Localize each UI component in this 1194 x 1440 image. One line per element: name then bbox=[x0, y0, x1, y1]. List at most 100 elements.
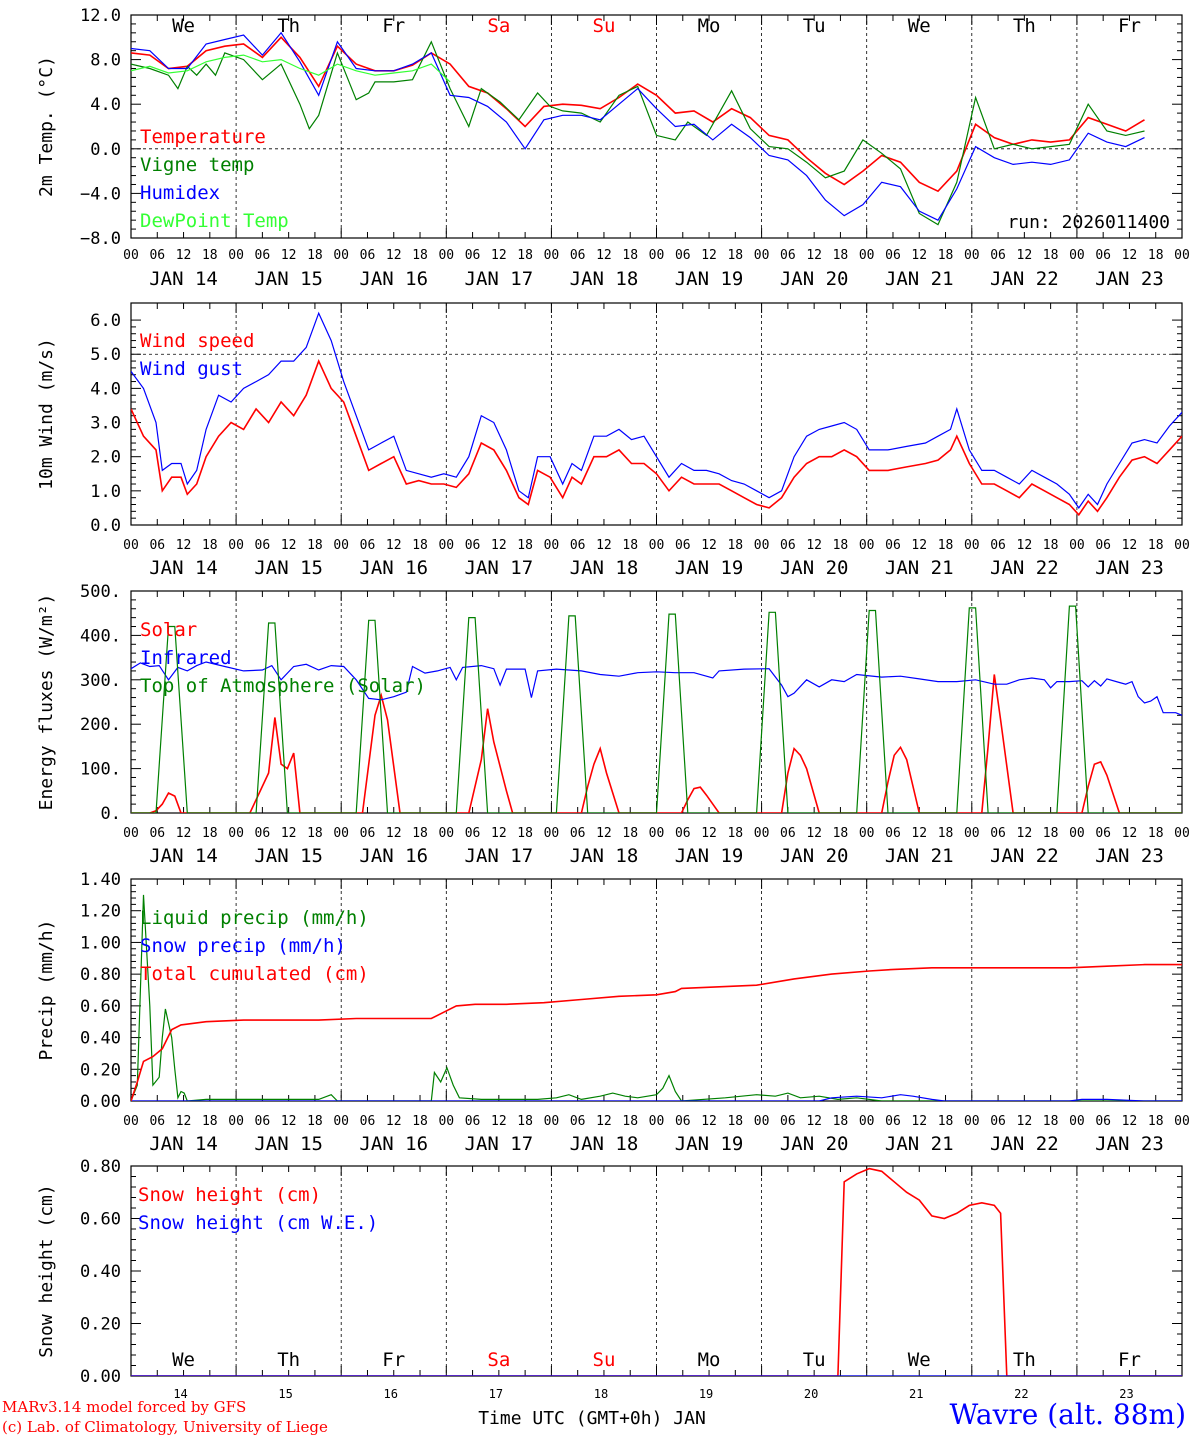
panel-snow: 0.00 0.20 0.40 0.60 0.80 Snow height (cm) We Th… bbox=[36, 1157, 1183, 1429]
y-tick-label: 0.60 bbox=[80, 1210, 121, 1230]
y-tick-label: 1.0 bbox=[90, 482, 121, 502]
hour-label: 18 bbox=[412, 826, 428, 841]
hour-label: 00 bbox=[649, 538, 665, 553]
weekday-label: Su bbox=[593, 1349, 616, 1371]
weekday-label: Sa bbox=[487, 1349, 510, 1371]
hour-label: 18 bbox=[1043, 248, 1059, 263]
date-label: JAN 18 bbox=[570, 557, 639, 579]
series-line-vigne-temp bbox=[131, 40, 1145, 226]
legend-entry: Top of Atmosphere (Solar) bbox=[140, 675, 426, 697]
hour-label: 18 bbox=[727, 538, 743, 553]
date-label: JAN 14 bbox=[149, 557, 218, 579]
y-tick-label: 0.40 bbox=[80, 1262, 121, 1282]
hour-label: 12 bbox=[911, 826, 927, 841]
hour-label: 12 bbox=[911, 248, 927, 263]
hour-label: 06 bbox=[570, 1114, 586, 1129]
hour-label: 12 bbox=[386, 538, 402, 553]
hour-label: 18 bbox=[1148, 826, 1164, 841]
plot-frame bbox=[130, 14, 1183, 239]
hour-label: 00 bbox=[333, 248, 349, 263]
hour-label: 00 bbox=[544, 826, 560, 841]
hour-label: 06 bbox=[990, 826, 1006, 841]
date-label: JAN 15 bbox=[254, 1133, 323, 1155]
hour-label: 12 bbox=[491, 826, 507, 841]
hour-label: 06 bbox=[885, 538, 901, 553]
hour-label: 00 bbox=[438, 1114, 454, 1129]
hour-label: 06 bbox=[780, 538, 796, 553]
hour-label: 06 bbox=[885, 1114, 901, 1129]
hour-label: 12 bbox=[1017, 538, 1033, 553]
hour-label: 12 bbox=[491, 538, 507, 553]
legend-entry: Snow height (cm W.E.) bbox=[138, 1212, 378, 1234]
y-axis-title: Precip (mm/h) bbox=[36, 920, 57, 1061]
panel-temperature: −8.0 −4.0 0.0 4.0 8.0 12.0 2m Temp. (°C) 00 06 12… bbox=[36, 6, 1190, 290]
series-line-wind-speed bbox=[131, 358, 1182, 517]
y-tick-label: 300. bbox=[80, 671, 121, 691]
y-tick-label: 3.0 bbox=[90, 414, 121, 434]
hour-label: 12 bbox=[1122, 248, 1138, 263]
hour-label: 00 bbox=[754, 826, 770, 841]
y-tick-label: 0.80 bbox=[80, 965, 121, 985]
date-label: JAN 18 bbox=[570, 268, 639, 290]
hour-label: 06 bbox=[255, 826, 271, 841]
date-label: JAN 17 bbox=[465, 557, 534, 579]
weekday-label: We bbox=[908, 15, 931, 37]
hour-label: 06 bbox=[780, 1114, 796, 1129]
series-group bbox=[131, 894, 1182, 1101]
y-tick-label: 6.0 bbox=[90, 311, 121, 331]
hour-label: 18 bbox=[517, 1114, 533, 1129]
hour-label: 12 bbox=[176, 538, 192, 553]
hour-label: 12 bbox=[701, 538, 717, 553]
hour-label: 18 bbox=[833, 248, 849, 263]
legend-entry: Wind speed bbox=[140, 330, 254, 352]
hour-label: 12 bbox=[596, 826, 612, 841]
hour-label: 12 bbox=[806, 538, 822, 553]
y-tick-label: 200. bbox=[80, 715, 121, 735]
hour-label: 06 bbox=[1095, 248, 1111, 263]
hour-label: 12 bbox=[176, 248, 192, 263]
day-number-label: 21 bbox=[909, 1387, 923, 1401]
hour-label: 06 bbox=[1095, 826, 1111, 841]
y-tick-label: 4.0 bbox=[90, 95, 121, 115]
legend-entry: Humidex bbox=[140, 182, 220, 204]
hour-label: 12 bbox=[1122, 1114, 1138, 1129]
y-tick-label: 1.40 bbox=[80, 870, 121, 890]
hour-label: 06 bbox=[360, 1114, 376, 1129]
hour-label: 06 bbox=[675, 248, 691, 263]
legend-entry: Wind gust bbox=[140, 358, 243, 380]
hour-label: 18 bbox=[938, 248, 954, 263]
hour-label: 00 bbox=[1069, 1114, 1085, 1129]
legend-entry: Liquid precip (mm/h) bbox=[140, 907, 369, 929]
hour-label: 06 bbox=[360, 248, 376, 263]
hour-label: 18 bbox=[622, 248, 638, 263]
date-label: JAN 19 bbox=[675, 845, 744, 867]
hour-label: 00 bbox=[228, 538, 244, 553]
hour-label: 00 bbox=[964, 826, 980, 841]
hour-label: 00 bbox=[544, 1114, 560, 1129]
hour-label: 12 bbox=[1017, 1114, 1033, 1129]
weekday-label: Th bbox=[1013, 15, 1036, 37]
day-number-label: 14 bbox=[173, 1387, 187, 1401]
panel-energy: 0. 100. 200. 300. 400. 500. Energy fluxes (W/m… bbox=[36, 582, 1190, 867]
hour-label: 18 bbox=[412, 1114, 428, 1129]
hour-label: 12 bbox=[491, 1114, 507, 1129]
date-label: JAN 21 bbox=[885, 845, 954, 867]
hour-label: 18 bbox=[727, 1114, 743, 1129]
weekday-label: We bbox=[908, 1349, 931, 1371]
hour-label: 00 bbox=[1069, 538, 1085, 553]
hour-label: 06 bbox=[990, 248, 1006, 263]
hour-label: 12 bbox=[806, 826, 822, 841]
hour-label: 18 bbox=[1043, 538, 1059, 553]
hour-label: 18 bbox=[307, 1114, 323, 1129]
series-line-snow-height-cm- bbox=[131, 1167, 1182, 1376]
hour-label: 06 bbox=[360, 826, 376, 841]
hour-label: 06 bbox=[465, 538, 481, 553]
hour-label: 06 bbox=[255, 538, 271, 553]
hour-label: 00 bbox=[754, 538, 770, 553]
hour-label: 06 bbox=[780, 826, 796, 841]
weekday-label: Tu bbox=[803, 1349, 826, 1371]
y-tick-label: 0.00 bbox=[80, 1367, 121, 1387]
weekday-label: Fr bbox=[1118, 15, 1141, 37]
hour-label: 00 bbox=[228, 248, 244, 263]
date-label: JAN 18 bbox=[570, 845, 639, 867]
